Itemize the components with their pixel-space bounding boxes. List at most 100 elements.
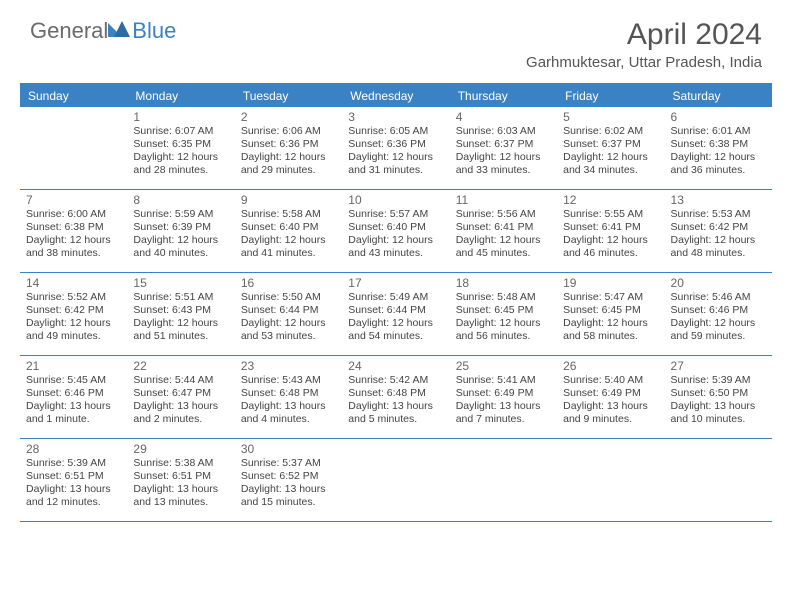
day-cell-empty bbox=[450, 439, 557, 521]
day-sr: Sunrise: 6:03 AM bbox=[456, 125, 551, 138]
day-cell: 8Sunrise: 5:59 AMSunset: 6:39 PMDaylight… bbox=[127, 190, 234, 272]
day-d1: Daylight: 12 hours bbox=[133, 234, 228, 247]
day-sr: Sunrise: 6:01 AM bbox=[671, 125, 766, 138]
location-text: Garhmuktesar, Uttar Pradesh, India bbox=[526, 54, 762, 71]
month-title: April 2024 bbox=[526, 18, 762, 52]
day-ss: Sunset: 6:43 PM bbox=[133, 304, 228, 317]
day-ss: Sunset: 6:40 PM bbox=[348, 221, 443, 234]
day-d2: and 54 minutes. bbox=[348, 330, 443, 343]
day-number: 27 bbox=[671, 359, 766, 373]
day-number: 4 bbox=[456, 110, 551, 124]
logo-triangle-icon bbox=[108, 19, 130, 37]
day-sr: Sunrise: 5:48 AM bbox=[456, 291, 551, 304]
day-sr: Sunrise: 5:51 AM bbox=[133, 291, 228, 304]
day-cell-empty bbox=[557, 439, 664, 521]
day-d1: Daylight: 13 hours bbox=[456, 400, 551, 413]
day-d2: and 4 minutes. bbox=[241, 413, 336, 426]
day-ss: Sunset: 6:45 PM bbox=[456, 304, 551, 317]
calendar: SundayMondayTuesdayWednesdayThursdayFrid… bbox=[20, 83, 772, 522]
day-d2: and 56 minutes. bbox=[456, 330, 551, 343]
day-cell: 15Sunrise: 5:51 AMSunset: 6:43 PMDayligh… bbox=[127, 273, 234, 355]
day-number: 20 bbox=[671, 276, 766, 290]
day-d1: Daylight: 12 hours bbox=[671, 317, 766, 330]
day-d1: Daylight: 12 hours bbox=[133, 151, 228, 164]
day-d1: Daylight: 12 hours bbox=[456, 317, 551, 330]
weekday-header: Tuesday bbox=[235, 85, 342, 107]
day-cell: 10Sunrise: 5:57 AMSunset: 6:40 PMDayligh… bbox=[342, 190, 449, 272]
day-number: 9 bbox=[241, 193, 336, 207]
day-number: 22 bbox=[133, 359, 228, 373]
day-cell: 14Sunrise: 5:52 AMSunset: 6:42 PMDayligh… bbox=[20, 273, 127, 355]
day-number: 5 bbox=[563, 110, 658, 124]
day-d2: and 45 minutes. bbox=[456, 247, 551, 260]
day-d2: and 46 minutes. bbox=[563, 247, 658, 260]
day-sr: Sunrise: 5:39 AM bbox=[26, 457, 121, 470]
day-cell: 27Sunrise: 5:39 AMSunset: 6:50 PMDayligh… bbox=[665, 356, 772, 438]
day-number: 1 bbox=[133, 110, 228, 124]
day-d1: Daylight: 12 hours bbox=[348, 317, 443, 330]
week-row: 7Sunrise: 6:00 AMSunset: 6:38 PMDaylight… bbox=[20, 190, 772, 273]
day-ss: Sunset: 6:45 PM bbox=[563, 304, 658, 317]
day-d2: and 9 minutes. bbox=[563, 413, 658, 426]
day-sr: Sunrise: 5:47 AM bbox=[563, 291, 658, 304]
day-sr: Sunrise: 5:52 AM bbox=[26, 291, 121, 304]
day-number: 3 bbox=[348, 110, 443, 124]
day-ss: Sunset: 6:51 PM bbox=[26, 470, 121, 483]
day-number: 14 bbox=[26, 276, 121, 290]
day-cell-empty bbox=[342, 439, 449, 521]
day-ss: Sunset: 6:36 PM bbox=[348, 138, 443, 151]
day-ss: Sunset: 6:48 PM bbox=[348, 387, 443, 400]
day-sr: Sunrise: 5:37 AM bbox=[241, 457, 336, 470]
day-sr: Sunrise: 5:53 AM bbox=[671, 208, 766, 221]
day-d1: Daylight: 13 hours bbox=[26, 483, 121, 496]
day-number: 29 bbox=[133, 442, 228, 456]
day-d2: and 29 minutes. bbox=[241, 164, 336, 177]
day-d2: and 13 minutes. bbox=[133, 496, 228, 509]
day-sr: Sunrise: 5:43 AM bbox=[241, 374, 336, 387]
day-cell: 2Sunrise: 6:06 AMSunset: 6:36 PMDaylight… bbox=[235, 107, 342, 189]
day-number: 7 bbox=[26, 193, 121, 207]
day-ss: Sunset: 6:47 PM bbox=[133, 387, 228, 400]
day-d1: Daylight: 12 hours bbox=[133, 317, 228, 330]
day-d1: Daylight: 13 hours bbox=[563, 400, 658, 413]
day-sr: Sunrise: 5:42 AM bbox=[348, 374, 443, 387]
day-cell: 12Sunrise: 5:55 AMSunset: 6:41 PMDayligh… bbox=[557, 190, 664, 272]
day-sr: Sunrise: 5:38 AM bbox=[133, 457, 228, 470]
day-d1: Daylight: 12 hours bbox=[26, 317, 121, 330]
day-sr: Sunrise: 6:06 AM bbox=[241, 125, 336, 138]
day-cell: 21Sunrise: 5:45 AMSunset: 6:46 PMDayligh… bbox=[20, 356, 127, 438]
day-d2: and 28 minutes. bbox=[133, 164, 228, 177]
day-cell-empty bbox=[20, 107, 127, 189]
day-d2: and 15 minutes. bbox=[241, 496, 336, 509]
day-sr: Sunrise: 5:41 AM bbox=[456, 374, 551, 387]
day-sr: Sunrise: 6:00 AM bbox=[26, 208, 121, 221]
day-ss: Sunset: 6:35 PM bbox=[133, 138, 228, 151]
day-d1: Daylight: 12 hours bbox=[563, 151, 658, 164]
day-d2: and 51 minutes. bbox=[133, 330, 228, 343]
week-row: 28Sunrise: 5:39 AMSunset: 6:51 PMDayligh… bbox=[20, 439, 772, 522]
day-d2: and 38 minutes. bbox=[26, 247, 121, 260]
day-cell: 11Sunrise: 5:56 AMSunset: 6:41 PMDayligh… bbox=[450, 190, 557, 272]
day-ss: Sunset: 6:50 PM bbox=[671, 387, 766, 400]
day-d1: Daylight: 12 hours bbox=[456, 151, 551, 164]
day-ss: Sunset: 6:39 PM bbox=[133, 221, 228, 234]
day-number: 24 bbox=[348, 359, 443, 373]
day-d2: and 10 minutes. bbox=[671, 413, 766, 426]
day-cell: 30Sunrise: 5:37 AMSunset: 6:52 PMDayligh… bbox=[235, 439, 342, 521]
day-d1: Daylight: 13 hours bbox=[241, 400, 336, 413]
day-d1: Daylight: 12 hours bbox=[348, 151, 443, 164]
day-number: 30 bbox=[241, 442, 336, 456]
day-d1: Daylight: 12 hours bbox=[241, 234, 336, 247]
day-sr: Sunrise: 5:57 AM bbox=[348, 208, 443, 221]
day-number: 17 bbox=[348, 276, 443, 290]
day-cell: 16Sunrise: 5:50 AMSunset: 6:44 PMDayligh… bbox=[235, 273, 342, 355]
day-ss: Sunset: 6:44 PM bbox=[241, 304, 336, 317]
day-d1: Daylight: 12 hours bbox=[241, 151, 336, 164]
day-d2: and 48 minutes. bbox=[671, 247, 766, 260]
day-cell: 25Sunrise: 5:41 AMSunset: 6:49 PMDayligh… bbox=[450, 356, 557, 438]
week-row: 1Sunrise: 6:07 AMSunset: 6:35 PMDaylight… bbox=[20, 107, 772, 190]
day-ss: Sunset: 6:41 PM bbox=[563, 221, 658, 234]
day-d1: Daylight: 12 hours bbox=[563, 234, 658, 247]
day-d1: Daylight: 12 hours bbox=[456, 234, 551, 247]
day-sr: Sunrise: 5:39 AM bbox=[671, 374, 766, 387]
